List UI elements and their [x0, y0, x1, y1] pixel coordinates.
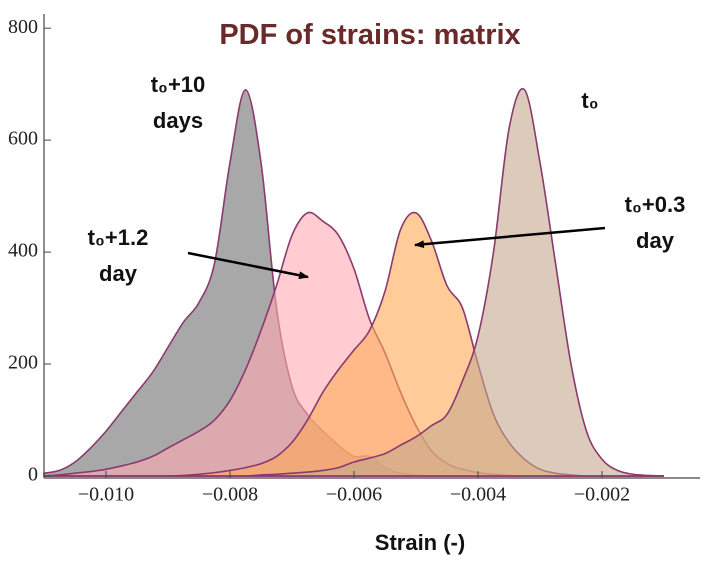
x-axis-label: Strain (-) [375, 530, 465, 555]
y-tick-label: 400 [8, 240, 38, 262]
arrow [414, 226, 606, 249]
density-area [43, 87, 665, 477]
annotation: day [99, 261, 138, 286]
x-tick-label: −0.006 [326, 484, 382, 506]
annotation: days [153, 108, 203, 133]
x-tick-label: −0.002 [574, 484, 630, 506]
x-tick-label: −0.010 [78, 484, 134, 506]
annotation: day [636, 228, 675, 253]
annotation: t₀+1.2 [88, 225, 149, 250]
y-tick-label: 200 [8, 352, 38, 374]
y-tick-label: 800 [8, 16, 38, 38]
arrow [187, 251, 309, 280]
annotation: t₀+0.3 [625, 192, 686, 217]
chart-title: PDF of strains: matrix [219, 19, 520, 51]
annotation: t₀ [581, 88, 598, 113]
y-tick-label: 0 [28, 464, 38, 486]
y-tick-label: 600 [8, 128, 38, 150]
annotation: t₀+10 [151, 72, 206, 97]
x-tick-label: −0.008 [202, 484, 258, 506]
x-tick-label: −0.004 [450, 484, 506, 506]
